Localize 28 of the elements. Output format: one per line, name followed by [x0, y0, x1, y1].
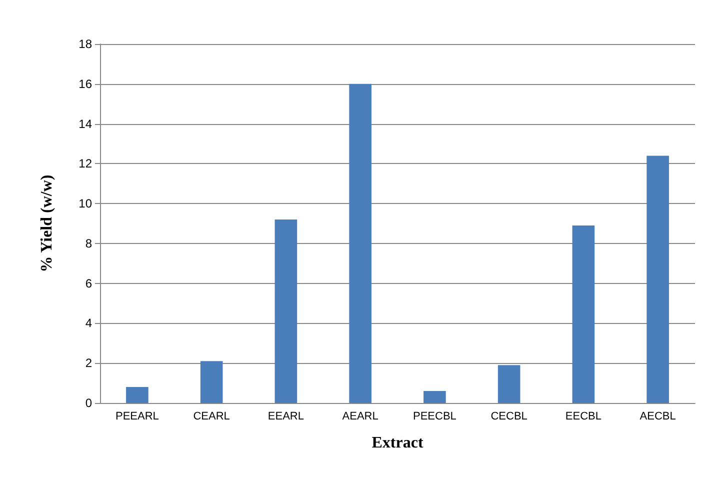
y-tick-label: 12 — [78, 156, 92, 171]
bar — [498, 365, 520, 403]
bar — [572, 225, 595, 403]
y-tick-label: 10 — [78, 196, 92, 211]
y-tick-label: 16 — [78, 76, 92, 91]
y-axis-title: % Yield (w/w) — [38, 174, 56, 272]
y-tick-label: 18 — [78, 37, 92, 51]
y-tick-label: 0 — [85, 396, 92, 410]
x-axis-title: Extract — [372, 434, 424, 452]
bar — [274, 220, 298, 403]
bar — [646, 156, 669, 403]
bar — [126, 387, 148, 403]
x-tick-label: AECBL — [640, 410, 676, 422]
y-tick-label: 6 — [85, 276, 92, 290]
y-tick-label: 14 — [78, 116, 92, 131]
y-tick-label: 4 — [85, 316, 92, 330]
x-tick-label: CEARL — [193, 410, 230, 422]
x-tick-label: AEARL — [342, 410, 378, 422]
bar — [200, 361, 223, 403]
y-tick-label: 2 — [85, 356, 92, 370]
y-tick-label: 8 — [85, 236, 92, 250]
x-tick-label: PEEARL — [115, 410, 159, 422]
bar — [349, 84, 372, 403]
x-tick-label: PEECBL — [412, 410, 456, 422]
bar — [424, 391, 446, 403]
x-tick-label: CECBL — [490, 410, 528, 422]
x-tick-label: EECBL — [565, 410, 602, 422]
x-tick-label: EEARL — [268, 410, 304, 422]
